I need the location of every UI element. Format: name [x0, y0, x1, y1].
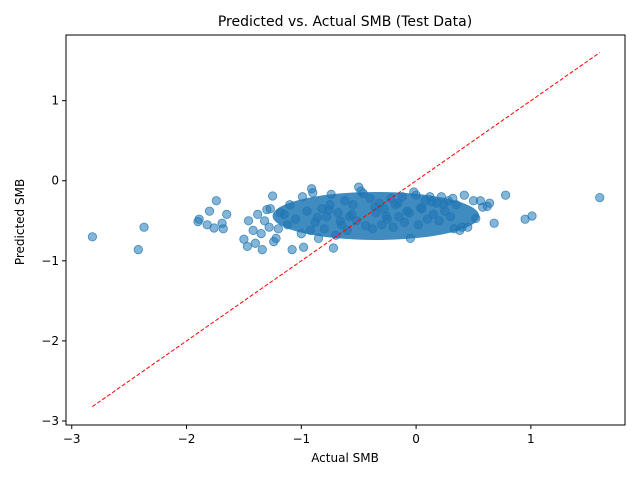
data-point: [595, 192, 605, 203]
data-point: [348, 200, 358, 210]
data-point: [319, 224, 329, 234]
x-tick-label: −1: [292, 432, 310, 446]
data-point: [250, 238, 260, 248]
data-point: [347, 209, 357, 219]
data-point: [209, 223, 219, 233]
y-tick-label: 1: [51, 94, 59, 108]
data-point: [328, 243, 339, 253]
data-point: [276, 208, 286, 218]
data-point: [413, 220, 423, 230]
data-point: [360, 220, 371, 231]
data-point: [264, 222, 274, 232]
data-point: [489, 218, 499, 228]
data-point: [351, 216, 362, 226]
data-point: [273, 224, 283, 234]
data-point: [335, 216, 345, 226]
data-point: [204, 206, 215, 216]
data-point: [428, 209, 438, 219]
data-point: [459, 190, 469, 200]
data-point: [87, 232, 98, 242]
data-point: [393, 198, 403, 208]
chart-title: Predicted vs. Actual SMB (Test Data): [218, 14, 472, 30]
data-point: [405, 233, 415, 244]
data-point: [218, 224, 228, 234]
data-point: [256, 229, 266, 239]
data-point: [287, 245, 297, 255]
data-point: [242, 241, 252, 252]
y-axis-label: Predicted SMB: [13, 179, 27, 265]
data-point: [248, 225, 258, 236]
data-point: [434, 216, 444, 226]
data-point: [445, 212, 456, 222]
data-point: [388, 222, 398, 232]
data-point: [296, 229, 306, 239]
data-point: [297, 192, 308, 202]
plot-frame: [65, 34, 626, 426]
data-point: [211, 196, 221, 206]
y-tick-label: −3: [41, 414, 59, 428]
data-point: [308, 188, 318, 198]
data-point: [463, 222, 473, 232]
data-point: [394, 212, 404, 222]
data-point: [257, 245, 267, 255]
data-point: [265, 204, 275, 214]
data-point: [222, 209, 232, 219]
data-point: [400, 217, 410, 227]
x-tick-label: −2: [178, 432, 196, 446]
data-point: [427, 196, 437, 207]
data-point: [358, 188, 368, 199]
y-tick-label: −1: [41, 254, 59, 268]
x-axis: −3 −2 −1 0 1: [63, 425, 535, 446]
x-tick-label: −3: [63, 432, 81, 446]
data-point: [527, 211, 537, 221]
data-point: [484, 198, 495, 208]
data-point: [194, 214, 204, 224]
x-axis-label: Actual SMB: [311, 451, 379, 465]
data-point: [299, 242, 309, 252]
data-point: [381, 211, 391, 221]
data-point: [340, 196, 350, 206]
data-point: [271, 233, 281, 244]
x-tick-label: 1: [527, 432, 535, 446]
data-point: [342, 225, 352, 236]
data-point: [285, 200, 295, 210]
y-tick-label: 0: [51, 174, 59, 188]
y-axis: −3 −2 −1 0 1: [41, 94, 66, 428]
data-point: [397, 192, 407, 202]
data-point: [302, 206, 312, 216]
data-point: [139, 222, 149, 232]
data-point: [448, 193, 458, 203]
data-point: [411, 190, 421, 200]
y-tick-label: −2: [41, 334, 59, 348]
data-point: [312, 212, 322, 223]
data-point: [365, 193, 375, 203]
data-point: [326, 189, 336, 199]
data-point: [377, 220, 387, 230]
data-point: [471, 213, 481, 223]
data-point: [305, 225, 316, 236]
data-point: [416, 203, 426, 213]
data-point: [253, 209, 263, 219]
data-point: [501, 190, 511, 200]
data-point: [324, 204, 334, 215]
data-point: [290, 214, 301, 224]
data-point: [404, 208, 414, 218]
data-point: [133, 245, 143, 255]
data-point: [243, 216, 254, 226]
data-point: [282, 220, 293, 230]
data-point: [259, 216, 270, 226]
scatter-points: [87, 182, 605, 255]
x-tick-label: 0: [412, 432, 420, 446]
identity-reference-line: [92, 52, 601, 407]
data-point: [313, 233, 324, 244]
data-point: [268, 191, 278, 201]
data-point: [333, 208, 343, 218]
reference-line-group: [92, 52, 601, 407]
data-point: [331, 230, 341, 240]
data-point: [439, 200, 449, 210]
